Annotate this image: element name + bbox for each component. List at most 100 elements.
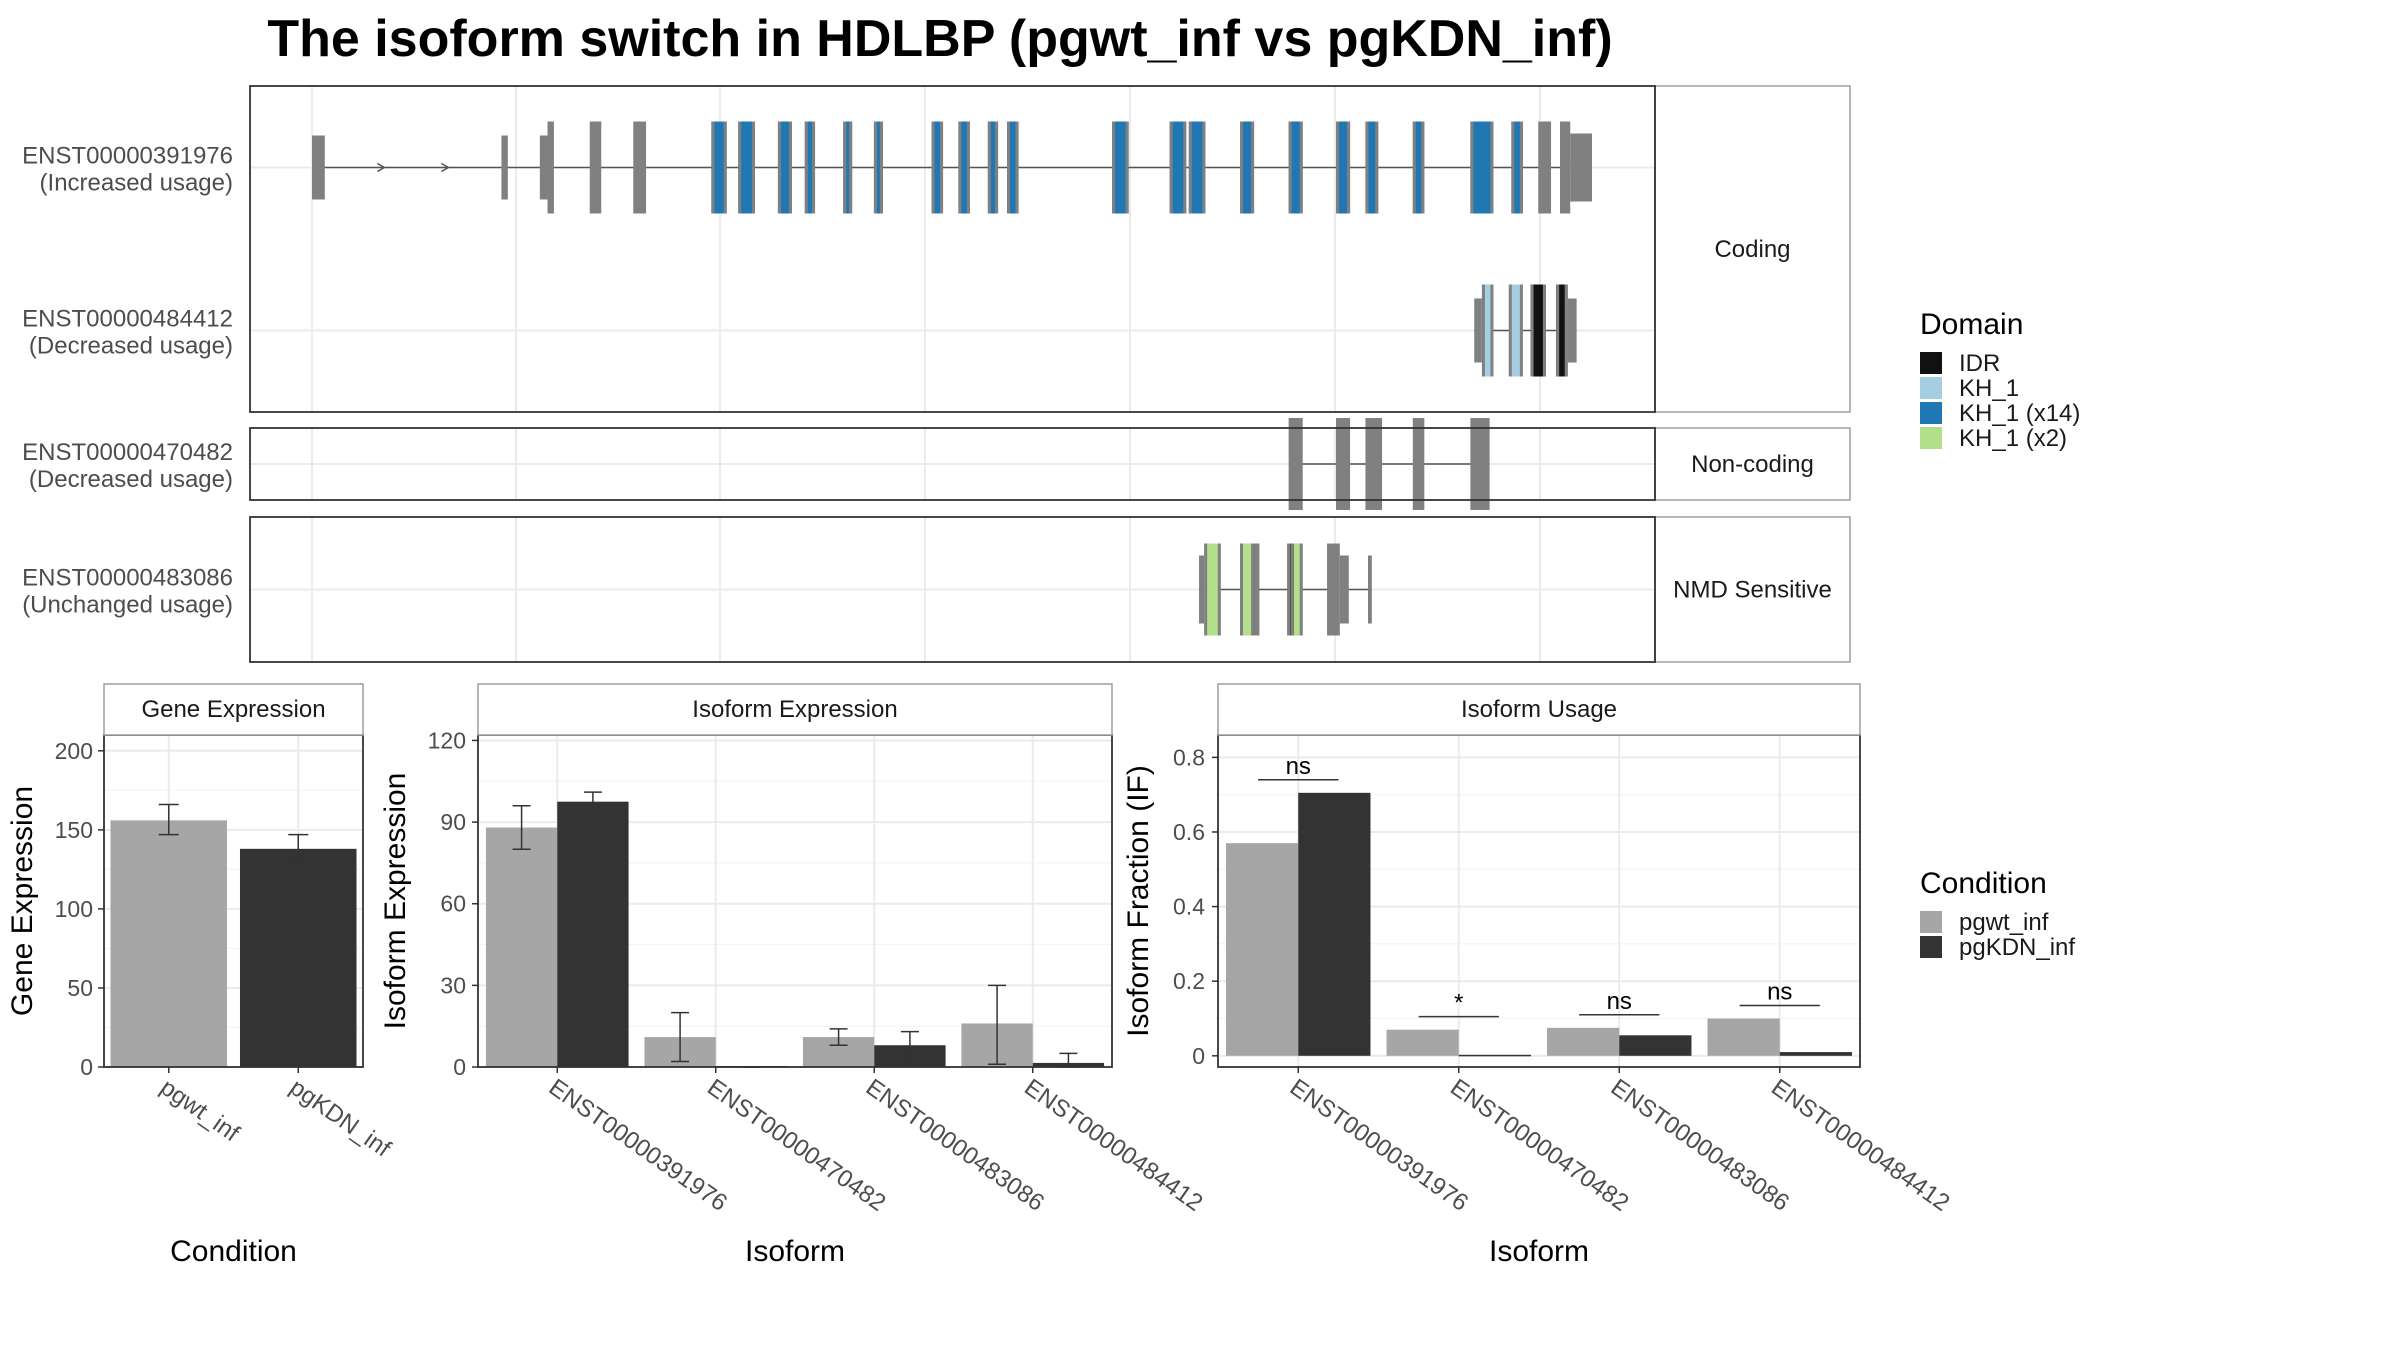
exon-edge: [931, 121, 935, 214]
panel-title: Isoform Usage: [1461, 696, 1617, 723]
exon: [1288, 418, 1303, 510]
chart-3: 0 0.2 0.4 0.6 0.8 ns * ns ns Isoform Usage ENST000…: [1122, 683, 1955, 1268]
panel-title: Isoform Expression: [692, 696, 897, 723]
domain-exon: [873, 121, 883, 214]
figure-title: The isoform switch in HDLBP (pgwt_inf vs…: [267, 10, 1612, 68]
facet-strip: [1654, 85, 1851, 413]
y-tick-label: 0.6: [1173, 819, 1205, 845]
exon-edge: [1288, 121, 1292, 214]
bar: [1226, 843, 1299, 1056]
y-tick-label: 0.8: [1173, 744, 1205, 770]
exon-edge: [849, 121, 853, 214]
exon-edge: [1112, 121, 1115, 214]
direction-arrow: [377, 162, 386, 173]
exon-edge: [1481, 284, 1485, 377]
exon-edge: [1375, 121, 1379, 214]
y-tick-label: 120: [428, 727, 466, 753]
exon-edge: [789, 121, 792, 214]
exon-edge: [1251, 121, 1255, 214]
bar: [1547, 1027, 1620, 1056]
exon-edge: [1169, 121, 1173, 214]
y-tick-label: 90: [440, 809, 466, 835]
facet-strip-label: NMD Sensitive: [1673, 577, 1832, 604]
exon-edge: [1365, 121, 1369, 214]
domain-exon: [1470, 121, 1494, 214]
transcript-id-label: ENST00000484412: [22, 306, 233, 333]
exon-edge: [1299, 543, 1303, 636]
facet-panel: [250, 86, 1655, 412]
x-tick-label: ENST00000484412: [1766, 1074, 1954, 1217]
domain-exon: [987, 121, 999, 214]
facet-border: [249, 85, 1656, 413]
exon-edge: [1251, 543, 1255, 636]
exon-edge: [812, 121, 816, 214]
y-tick-label: 60: [440, 891, 466, 917]
exon-edge: [1204, 543, 1208, 636]
legend-key: [1920, 936, 1942, 958]
transcript-ENST00000391976: [312, 121, 1592, 214]
legend-key: [1920, 911, 1942, 933]
exon: [1470, 418, 1490, 510]
bar: [110, 820, 228, 1067]
y-tick-label: 200: [55, 738, 93, 764]
domain-exon: [1288, 121, 1303, 214]
domain-exon: [1240, 121, 1255, 214]
x-tick-label: pgKDN_inf: [285, 1074, 396, 1163]
legend-key: [1920, 427, 1942, 449]
exon-edge: [1240, 121, 1243, 214]
domain-exon: [1412, 121, 1425, 214]
transcript-ENST00000484412: [1474, 284, 1577, 377]
exon: [1412, 418, 1425, 510]
y-axis-title: Isoform Fraction (IF): [1122, 765, 1155, 1037]
exon: [1339, 555, 1349, 624]
transcript-id-label: ENST00000470482: [22, 439, 233, 466]
chart-1: 0 50 100 150 200 Gene Expression pgwt_inf pgKDN…: [6, 683, 396, 1268]
exon: [633, 121, 647, 214]
domain-exon: [738, 121, 755, 214]
domain-exon: [1188, 121, 1206, 214]
exon-edge: [873, 121, 877, 214]
exon-edge: [738, 121, 742, 214]
domain-exon: [1336, 121, 1351, 214]
facet-strip: [1654, 516, 1851, 663]
domain-exon: [1240, 543, 1255, 636]
domain-exon: [958, 121, 970, 214]
exon: [501, 135, 508, 200]
exon-edge: [1519, 284, 1523, 377]
panel-strip: [1217, 683, 1861, 736]
exon-edge: [1511, 121, 1515, 214]
exon: [1560, 121, 1571, 214]
exon-edge: [1256, 543, 1260, 636]
bar: [485, 827, 558, 1067]
exon-edge: [1217, 543, 1221, 636]
exon-edge: [711, 121, 715, 214]
y-tick-label: 0.2: [1173, 968, 1205, 994]
transcript-ENST00000483086: [1199, 543, 1372, 636]
domain-exon: [1508, 284, 1523, 377]
exon-edge: [1183, 121, 1187, 214]
bar: [1298, 792, 1371, 1056]
significance-label: ns: [1286, 753, 1311, 780]
exon-edge: [879, 121, 883, 214]
y-tick-label: 0: [1192, 1043, 1205, 1069]
legend-label: KH_1 (x14): [1959, 400, 2080, 427]
domain-exon: [1481, 284, 1494, 377]
exon-edge: [1254, 543, 1258, 636]
y-tick-label: 50: [67, 975, 93, 1001]
transcript-usage-label: (Decreased usage): [29, 466, 233, 493]
exon-edge: [723, 121, 727, 214]
y-tick-label: 0: [80, 1054, 93, 1080]
domain-exon: [1556, 284, 1568, 377]
exon-edge: [1015, 121, 1019, 214]
exon-edge: [1412, 121, 1416, 214]
exon: [1538, 121, 1552, 214]
exon-edge: [1564, 284, 1568, 377]
transcript-ENST00000470482: [1288, 418, 1490, 510]
domain-exon: [1530, 284, 1546, 377]
exon-edge: [1490, 284, 1494, 377]
exon: [1336, 418, 1351, 510]
domain-exon: [1365, 121, 1379, 214]
domain-exon: [804, 121, 816, 214]
domain-exon: [777, 121, 792, 214]
